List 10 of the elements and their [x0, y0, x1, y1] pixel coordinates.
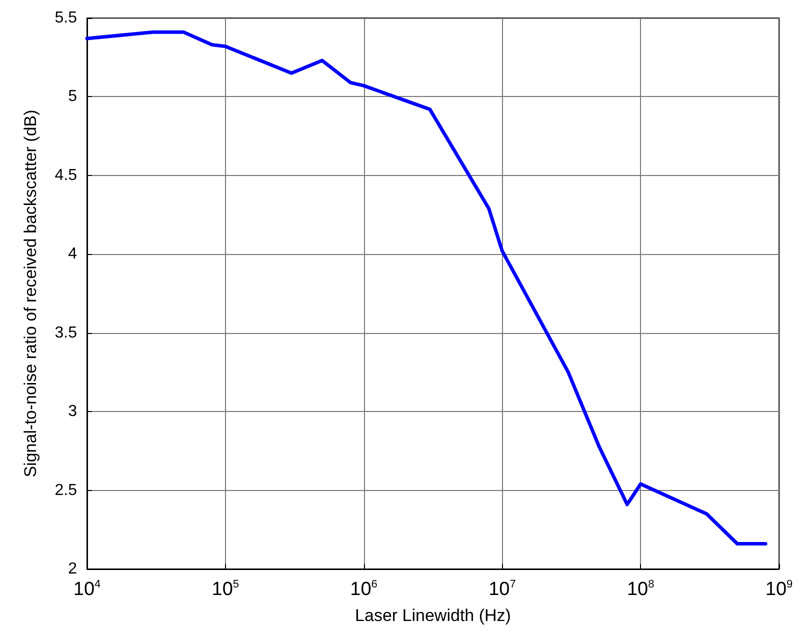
- y-tick-label: 4: [68, 246, 78, 263]
- y-tick-label: 4.5: [54, 166, 78, 184]
- y-tick-label: 2.5: [54, 482, 78, 499]
- y-tick-label: 5: [68, 88, 78, 106]
- x-axis-title: Laser Linewidth (Hz): [355, 606, 511, 625]
- y-axis-title: Signal-to-noise ratio of received backscatter (dB): [21, 110, 40, 478]
- y-tick-label: 2: [68, 560, 78, 578]
- y-tick-label: 5.5: [54, 10, 78, 26]
- y-tick-label: 3.5: [54, 324, 78, 342]
- y-tick-label: 3: [68, 403, 78, 420]
